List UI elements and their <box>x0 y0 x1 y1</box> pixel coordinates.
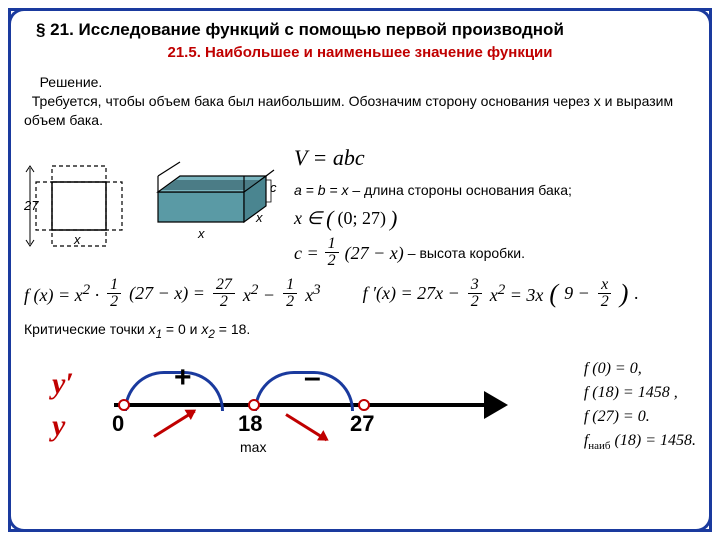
eval-max: fнаиб (18) = 1458. <box>584 429 696 455</box>
fx-formula: f (x) = x2 · 12 (27 − x) = 272 x2 − 12 x… <box>24 277 696 310</box>
svg-text:x: x <box>73 232 81 247</box>
subheading: 21.5. Наибольшее и наименьшее значение ф… <box>24 44 696 61</box>
eval-18: f (18) = 1458 , <box>584 381 696 405</box>
up-arrow-icon <box>153 410 195 438</box>
down-arrow-icon <box>285 413 327 441</box>
slide-content: § 21. Исследование функций с помощью пер… <box>24 20 696 520</box>
problem-paragraph: Решение. Требуется, чтобы объем бака был… <box>24 73 696 130</box>
svg-text:27: 27 <box>24 198 39 213</box>
evaluations: f (0) = 0, f (18) = 1458 , f (27) = 0. f… <box>584 357 696 455</box>
svg-text:x: x <box>197 226 205 241</box>
domain-line: x ∈ ((0; 27)) <box>294 201 572 236</box>
tick-18 <box>248 399 260 411</box>
svg-text:x: x <box>255 210 263 225</box>
right-formulas: V = abc a = b = x – длина стороны основа… <box>294 140 572 270</box>
ab-line: a = b = x – длина стороны основания бака… <box>294 179 572 201</box>
y-label: y <box>52 409 65 443</box>
c-line: c = 12 (27 − x) – высота коробки. <box>294 236 572 269</box>
volume-formula: V = abc <box>294 140 572 175</box>
eval-27: f (27) = 0. <box>584 405 696 429</box>
max-label: max <box>240 439 266 455</box>
minus-sign: – <box>304 361 321 395</box>
tick-27 <box>358 399 370 411</box>
diagram-row: 27 x x x c V = abc a = b = x – длина сто… <box>24 140 696 270</box>
tick-0 <box>118 399 130 411</box>
y-prime-label: y′ <box>52 367 74 401</box>
box-3d-diagram: x x c <box>144 160 284 250</box>
label-18: 18 <box>238 411 262 437</box>
eval-0: f (0) = 0, <box>584 357 696 381</box>
plus-sign: + <box>174 361 192 395</box>
axis-arrow-icon <box>484 391 508 419</box>
label-27: 27 <box>350 411 374 437</box>
heading: § 21. Исследование функций с помощью пер… <box>24 20 696 40</box>
label-0: 0 <box>112 411 124 437</box>
flat-pattern-diagram: 27 x <box>24 160 134 250</box>
critical-points: Критические точки x1 = 0 и x2 = 18. <box>24 320 696 343</box>
problem-text: Требуется, чтобы объем бака был наибольш… <box>24 93 673 128</box>
sign-diagram: y′ y + – 0 18 27 max f (0) = 0, f (18) =… <box>24 353 696 463</box>
solution-label: Решение. <box>40 74 103 90</box>
